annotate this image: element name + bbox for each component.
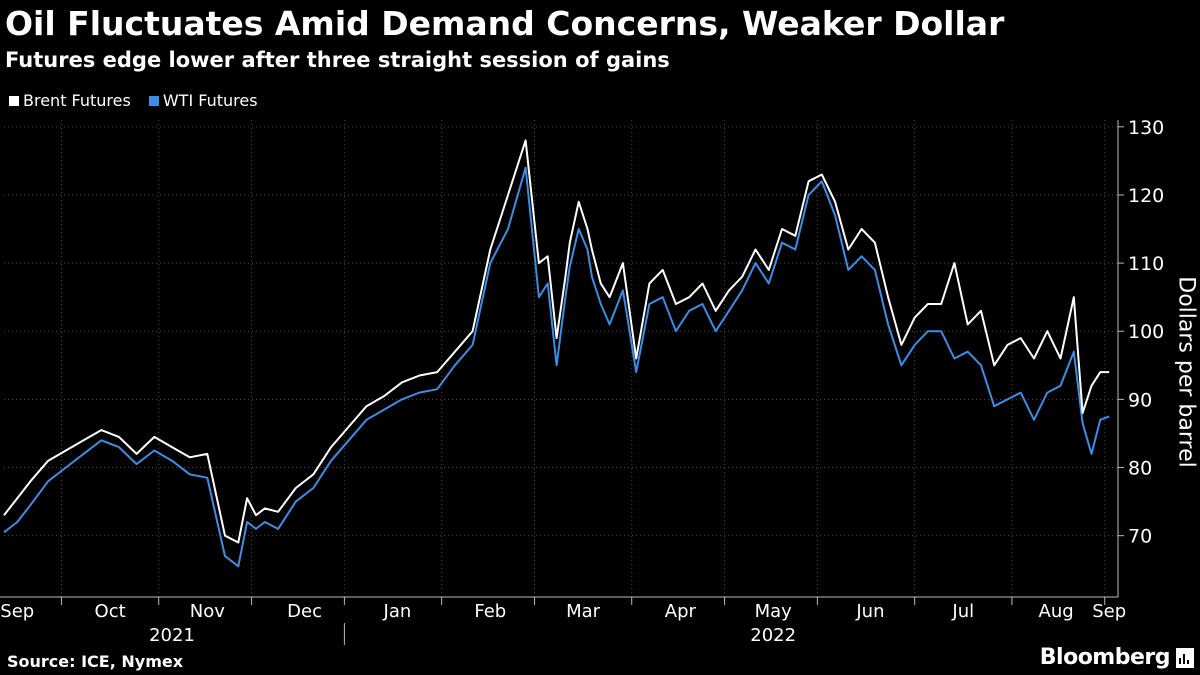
x-tick-label: Jan xyxy=(383,601,412,622)
y-tick-label: 110 xyxy=(1128,253,1164,275)
y-tick-label: 120 xyxy=(1128,185,1164,207)
y-tick-label: 70 xyxy=(1128,526,1152,548)
x-tick-label: May xyxy=(755,601,793,622)
x-tick-label: Sep xyxy=(1092,601,1126,622)
x-tick-label: Nov xyxy=(190,601,225,622)
legend: Brent Futures WTI Futures xyxy=(9,91,258,110)
series-line-brent xyxy=(3,139,1110,544)
bloomberg-logo: Bloomberg xyxy=(1040,645,1194,670)
y-tick-label: 90 xyxy=(1128,389,1152,411)
legend-item-wti: WTI Futures xyxy=(148,91,258,110)
x-tick-label: Feb xyxy=(474,601,506,622)
tick-labels: 70 80 90 100 110 120 130 Sep Oct Nov Dec Jan Feb Mar A… xyxy=(0,117,1164,646)
x-tick-label: Mar xyxy=(566,601,601,622)
year-label: 2021 xyxy=(149,625,195,646)
axes xyxy=(0,120,1124,645)
series-lines xyxy=(3,139,1110,568)
legend-label-wti: WTI Futures xyxy=(162,91,258,110)
x-tick-label: Oct xyxy=(95,601,126,622)
x-tick-label: Jul xyxy=(951,601,974,622)
gridlines xyxy=(4,120,1118,597)
x-tick-label: Sep xyxy=(0,601,34,622)
legend-label-brent: Brent Futures xyxy=(23,91,131,110)
x-tick-label: Apr xyxy=(665,601,697,622)
y-tick-label: 130 xyxy=(1128,117,1164,139)
chart-logo-icon xyxy=(1176,647,1194,668)
series-line-wti xyxy=(3,166,1110,568)
legend-swatch-brent xyxy=(9,95,19,106)
y-axis-title: Dollars per barrel xyxy=(1173,276,1199,468)
legend-item-brent: Brent Futures xyxy=(9,91,131,110)
legend-swatch-wti xyxy=(148,95,159,106)
x-tick-label: Aug xyxy=(1039,601,1074,622)
y-tick-label: 100 xyxy=(1128,321,1164,343)
year-label: 2022 xyxy=(750,625,796,646)
source-note: Source: ICE, Nymex xyxy=(7,652,184,671)
chart-subtitle: Futures edge lower after three straight … xyxy=(5,48,670,72)
x-tick-label: Jun xyxy=(855,601,884,622)
brand-name: Bloomberg xyxy=(1039,645,1171,670)
chart-title: Oil Fluctuates Amid Demand Concerns, Wea… xyxy=(5,4,1005,43)
y-tick-label: 80 xyxy=(1128,458,1152,480)
x-tick-label: Dec xyxy=(287,601,322,622)
